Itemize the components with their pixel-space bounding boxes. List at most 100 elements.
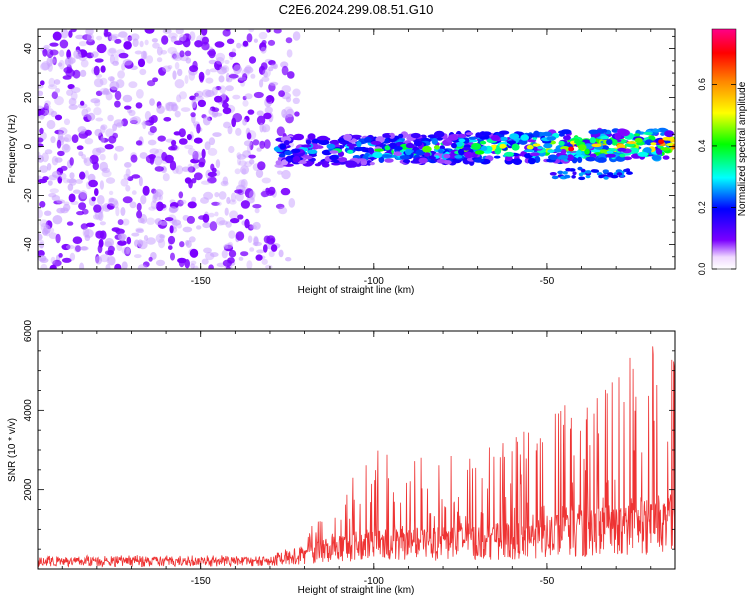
heatmap-cell bbox=[38, 105, 44, 110]
heatmap-cell bbox=[235, 231, 245, 241]
heatmap-cell bbox=[259, 140, 266, 149]
heatmap-cell bbox=[99, 230, 107, 240]
heatmap-cell bbox=[59, 172, 67, 180]
heatmap-cell bbox=[601, 129, 608, 133]
heatmap-cell bbox=[174, 79, 185, 89]
heatmap-cell bbox=[634, 133, 640, 137]
heatmap-cell bbox=[218, 75, 225, 83]
heatmap-cell bbox=[382, 134, 392, 138]
heatmap-cell bbox=[253, 235, 259, 245]
heatmap-cell bbox=[39, 242, 44, 249]
heatmap-cell bbox=[60, 165, 68, 171]
heatmap-cell bbox=[179, 34, 187, 42]
colorbar-ticks: 0.0 0.2 0.4 0.6 bbox=[697, 78, 736, 275]
heatmap-cell bbox=[139, 68, 147, 76]
heatmap-cell bbox=[585, 174, 591, 179]
heatmap-cell bbox=[191, 178, 197, 184]
heatmap-cell bbox=[179, 199, 187, 205]
heatmap-cell bbox=[551, 175, 559, 180]
snr-series bbox=[38, 346, 675, 568]
heatmap-cell bbox=[104, 237, 114, 248]
heatmap-cell bbox=[304, 155, 313, 160]
heatmap-cell bbox=[222, 102, 229, 109]
heatmap-cell bbox=[61, 257, 72, 263]
heatmap-cell bbox=[177, 199, 184, 207]
heatmap-cell bbox=[381, 154, 393, 158]
heatmap-cell bbox=[468, 136, 478, 140]
heatmap-cell bbox=[79, 262, 85, 269]
heatmap-cell bbox=[237, 76, 247, 81]
heatmap-cell bbox=[546, 136, 557, 141]
heatmap-cell bbox=[107, 114, 114, 122]
heatmap-cell bbox=[117, 70, 125, 79]
heatmap-cell bbox=[473, 158, 485, 163]
heatmap-cell bbox=[46, 119, 56, 130]
heatmap-cell bbox=[589, 137, 596, 144]
heatmap-cell bbox=[97, 195, 105, 205]
heatmap-cell bbox=[232, 94, 241, 100]
heatmap-cell bbox=[236, 154, 247, 160]
heatmap-cell bbox=[614, 132, 622, 140]
heatmap-cell bbox=[39, 127, 44, 135]
heatmap-cell bbox=[252, 221, 261, 230]
heatmap-cell bbox=[60, 207, 69, 214]
heatmap-cell bbox=[189, 248, 199, 258]
y-tick-label: -40 bbox=[23, 237, 34, 252]
heatmap-cell bbox=[454, 155, 463, 159]
heatmap-cell bbox=[207, 147, 218, 156]
heatmap-cell bbox=[137, 58, 146, 68]
y-tick-label: -20 bbox=[23, 188, 34, 203]
heatmap-cell bbox=[315, 145, 324, 149]
heatmap-cell bbox=[626, 141, 637, 145]
heatmap-cell bbox=[588, 129, 599, 135]
heatmap-cell bbox=[369, 161, 375, 166]
heatmap-cell bbox=[494, 147, 502, 155]
heatmap-cell bbox=[99, 180, 104, 190]
heatmap-cell bbox=[193, 163, 200, 169]
heatmap-cell bbox=[261, 258, 268, 265]
heatmap-cell bbox=[571, 175, 576, 179]
heatmap-cell bbox=[112, 60, 119, 66]
heatmap-cell bbox=[193, 137, 203, 144]
colorbar-gradient bbox=[711, 28, 737, 270]
heatmap-cell bbox=[543, 143, 553, 149]
heatmap-cell bbox=[120, 207, 126, 216]
heatmap-cell bbox=[275, 203, 285, 210]
heatmap-cell bbox=[80, 59, 89, 68]
heatmap-cell bbox=[80, 100, 85, 106]
heatmap-cell bbox=[178, 128, 186, 138]
heatmap-cell bbox=[273, 29, 282, 34]
heatmap-cell bbox=[45, 230, 50, 237]
heatmap-cell bbox=[603, 176, 609, 180]
heatmap-cell bbox=[107, 48, 117, 57]
heatmap-cell bbox=[246, 260, 253, 269]
heatmap-cell bbox=[191, 196, 197, 203]
heatmap-cell bbox=[98, 238, 104, 248]
heatmap-cell bbox=[126, 246, 131, 255]
heatmap-cell bbox=[600, 135, 609, 140]
heatmap-cell bbox=[68, 193, 76, 203]
heatmap-cell bbox=[59, 39, 69, 49]
heatmap-cell bbox=[250, 73, 256, 79]
heatmap-cell bbox=[255, 169, 264, 178]
heatmap-cell bbox=[108, 190, 114, 196]
heatmap-cell bbox=[270, 63, 277, 69]
heatmap-cell bbox=[200, 29, 208, 36]
heatmap-cell bbox=[205, 77, 214, 84]
heatmap-cell bbox=[68, 30, 73, 38]
heatmap-cell bbox=[186, 215, 195, 224]
heatmap-cell bbox=[547, 149, 555, 153]
heatmap-cell bbox=[628, 147, 640, 155]
heatmap-cell bbox=[168, 146, 176, 151]
heatmap-cell bbox=[549, 172, 557, 176]
heatmap-cell bbox=[230, 218, 240, 224]
heatmap-cell bbox=[38, 250, 45, 257]
heatmap-cell bbox=[38, 137, 44, 143]
heatmap-cell bbox=[134, 254, 142, 259]
heatmap-cell bbox=[194, 40, 203, 48]
heatmap-cell bbox=[257, 161, 266, 171]
heatmap-cell bbox=[187, 201, 197, 209]
heatmap-cell bbox=[210, 163, 215, 171]
heatmap-cell bbox=[50, 110, 58, 118]
